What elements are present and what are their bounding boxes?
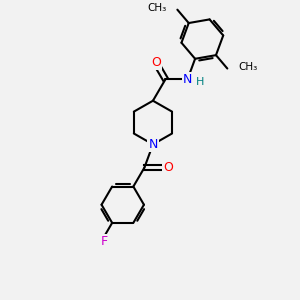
Text: H: H xyxy=(196,77,204,87)
Text: N: N xyxy=(183,73,192,86)
Text: CH₃: CH₃ xyxy=(238,62,258,72)
Text: O: O xyxy=(163,161,173,174)
Text: F: F xyxy=(101,236,108,248)
Text: CH₃: CH₃ xyxy=(147,3,166,13)
Text: O: O xyxy=(151,56,161,69)
Text: N: N xyxy=(148,138,158,151)
